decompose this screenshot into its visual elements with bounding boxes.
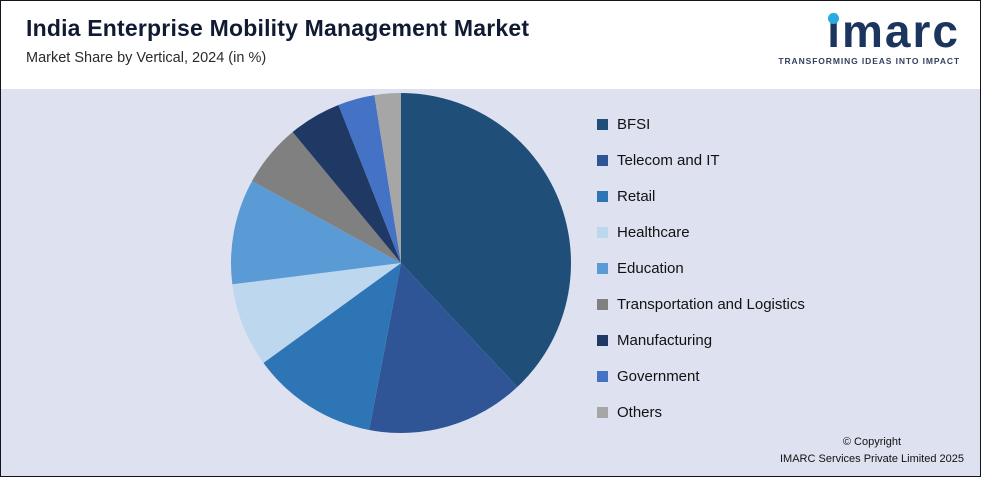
legend-item-manufacturing: Manufacturing xyxy=(597,329,805,351)
pie-chart xyxy=(230,93,571,433)
legend-label: BFSI xyxy=(617,115,651,133)
chart-subtitle: Market Share by Vertical, 2024 (in %) xyxy=(26,50,267,66)
copyright: © Copyright IMARC Services Private Limit… xyxy=(780,434,964,468)
pie-slice-retail xyxy=(263,263,401,430)
legend-swatch xyxy=(597,154,608,166)
logo-wordmark: imarc xyxy=(827,7,960,55)
copyright-line2: IMARC Services Private Limited 2025 xyxy=(779,452,964,465)
legend-swatch xyxy=(597,370,608,382)
pie-slice-manufacturing xyxy=(292,104,401,263)
legend-label: Retail xyxy=(617,187,656,205)
legend-item-retail: Retail xyxy=(597,185,805,207)
legend-label: Healthcare xyxy=(617,223,690,241)
legend-item-government: Government xyxy=(597,365,805,387)
pie-wrap xyxy=(229,91,573,435)
pie-slice-bfsi xyxy=(401,93,571,387)
pie-slice-telecom-and-it xyxy=(369,263,518,433)
legend-item-telecom-and-it: Telecom and IT xyxy=(597,149,805,171)
logo-dot-icon xyxy=(828,13,840,24)
legend-swatch xyxy=(597,406,608,418)
legend-item-education: Education xyxy=(597,257,805,279)
legend-swatch xyxy=(597,226,608,238)
legend-item-transportation-and-logistics: Transportation and Logistics xyxy=(597,293,805,315)
legend-item-bfsi: BFSI xyxy=(597,113,805,135)
pie-slice-government xyxy=(338,95,401,263)
legend-label: Others xyxy=(617,403,663,421)
header: India Enterprise Mobility Management Mar… xyxy=(1,1,980,89)
legend-swatch xyxy=(597,118,608,130)
legend-item-healthcare: Healthcare xyxy=(597,221,805,243)
legend-label: Telecom and IT xyxy=(617,151,720,169)
copyright-line1: © Copyright xyxy=(842,435,902,448)
pie-slice-education xyxy=(230,181,401,285)
pie-slice-transportation-and-logistics xyxy=(252,132,401,263)
legend-label: Manufacturing xyxy=(617,331,713,349)
legend-swatch xyxy=(597,190,608,202)
legend-swatch xyxy=(597,262,608,274)
legend: BFSI Telecom and IT Retail Healthcare Educat… xyxy=(597,113,805,437)
legend-swatch xyxy=(597,298,608,310)
logo-tagline: TRANSFORMING IDEAS INTO IMPACT xyxy=(778,56,960,67)
chart-title: India Enterprise Mobility Management Mar… xyxy=(26,15,530,41)
legend-label: Transportation and Logistics xyxy=(617,295,805,313)
legend-label: Government xyxy=(617,367,700,385)
legend-label: Education xyxy=(617,259,684,277)
pie-slice-healthcare xyxy=(232,263,401,363)
chart-area: BFSI Telecom and IT Retail Healthcare Educat… xyxy=(1,89,980,476)
pie-slice-others xyxy=(374,93,401,263)
logo-text: imarc xyxy=(827,5,960,57)
legend-swatch xyxy=(597,334,608,346)
imarc-logo: imarc TRANSFORMING IDEAS INTO IMPACT xyxy=(778,7,960,66)
legend-item-others: Others xyxy=(597,401,805,423)
